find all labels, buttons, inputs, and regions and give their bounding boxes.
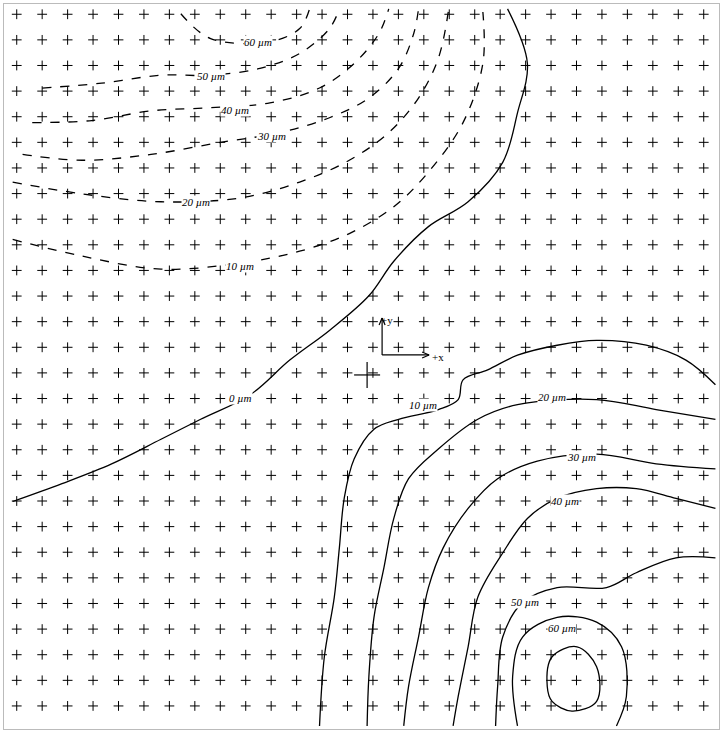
svg-text:50 µm: 50 µm bbox=[197, 70, 225, 82]
svg-text:20 µm: 20 µm bbox=[182, 196, 210, 208]
svg-text:30 µm: 30 µm bbox=[257, 130, 286, 142]
svg-text:60 µm: 60 µm bbox=[244, 36, 272, 48]
svg-text:+y: +y bbox=[381, 314, 393, 326]
svg-text:10 µm: 10 µm bbox=[409, 399, 437, 411]
svg-text:40 µm: 40 µm bbox=[551, 495, 579, 507]
svg-text:40 µm: 40 µm bbox=[221, 104, 249, 116]
svg-text:50 µm: 50 µm bbox=[511, 596, 539, 608]
svg-text:60 µm: 60 µm bbox=[548, 622, 576, 634]
svg-text:+x: +x bbox=[432, 351, 444, 363]
svg-text:30 µm: 30 µm bbox=[567, 451, 596, 463]
svg-text:10 µm: 10 µm bbox=[226, 260, 254, 272]
svg-text:20 µm: 20 µm bbox=[538, 391, 566, 403]
svg-text:0 µm: 0 µm bbox=[229, 392, 252, 404]
